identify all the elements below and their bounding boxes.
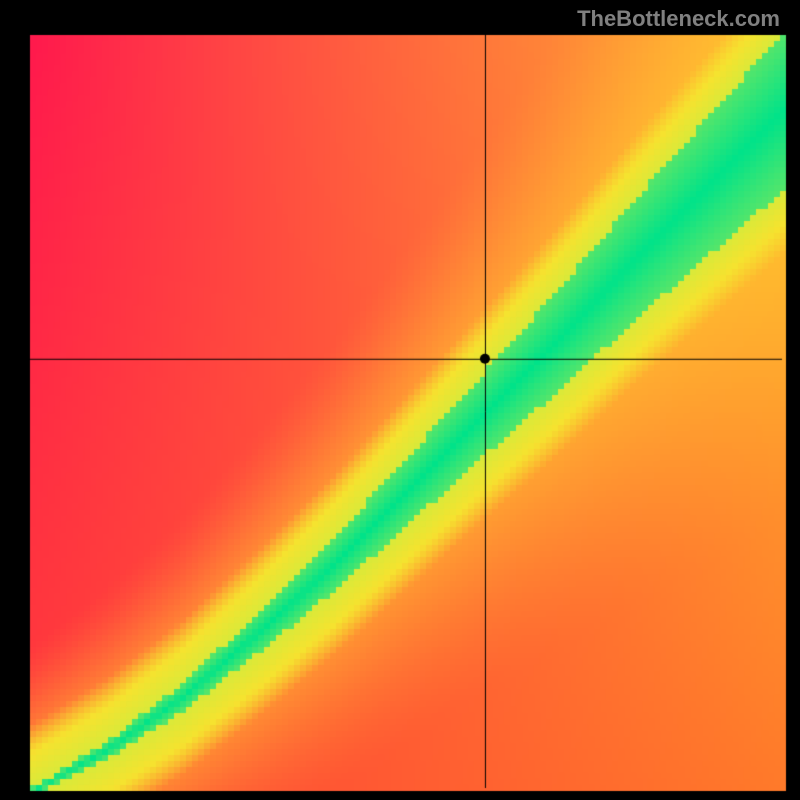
watermark-text: TheBottleneck.com xyxy=(577,6,780,32)
bottleneck-heatmap xyxy=(0,0,800,800)
